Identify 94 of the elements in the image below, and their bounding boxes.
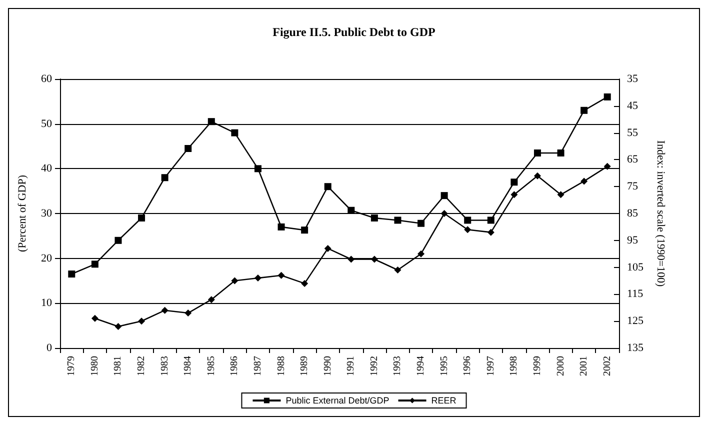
point bbox=[370, 214, 378, 222]
y-tick-label: 40 bbox=[41, 162, 52, 175]
point bbox=[487, 216, 494, 224]
point bbox=[464, 216, 472, 224]
point bbox=[278, 223, 285, 230]
point bbox=[138, 318, 146, 325]
point bbox=[604, 162, 611, 170]
point bbox=[184, 310, 192, 317]
point bbox=[114, 322, 122, 330]
point bbox=[348, 256, 355, 263]
y2-tick-label: 55 bbox=[627, 126, 638, 139]
x-tick-label: 1999 bbox=[532, 356, 543, 376]
y2-tick-label: 35 bbox=[627, 73, 638, 85]
x-tick-label: 2001 bbox=[578, 356, 590, 376]
point bbox=[91, 260, 98, 268]
x-tick-label: 1987 bbox=[252, 356, 264, 376]
y2-axis-title: Index: inverted scale (1990=100) bbox=[654, 140, 666, 288]
point bbox=[394, 216, 402, 224]
x-tick-label: 1983 bbox=[159, 356, 170, 376]
point bbox=[557, 191, 564, 198]
point bbox=[440, 192, 448, 200]
x-tick-label: 1991 bbox=[346, 356, 357, 376]
y-tick-label: 60 bbox=[41, 73, 52, 85]
point bbox=[301, 226, 308, 234]
point bbox=[114, 236, 122, 244]
x-tick-label: 1989 bbox=[299, 356, 310, 376]
x-tick-label: 1980 bbox=[89, 356, 100, 376]
point bbox=[348, 206, 355, 214]
point bbox=[580, 178, 588, 185]
point bbox=[534, 149, 541, 156]
y-tick-label: 0 bbox=[46, 342, 52, 354]
point bbox=[534, 172, 541, 180]
y-tick-label: 50 bbox=[41, 118, 52, 130]
point bbox=[231, 129, 238, 136]
legend-label: REER bbox=[431, 396, 457, 406]
y2-tick-label: 65 bbox=[627, 154, 638, 166]
point bbox=[278, 272, 285, 279]
x-tick-label: 1998 bbox=[508, 356, 520, 376]
y2-tick-label: 135 bbox=[627, 342, 644, 354]
legend-label: Public External Debt/GDP bbox=[286, 396, 390, 406]
point bbox=[510, 191, 518, 198]
x-tick-label: 1992 bbox=[368, 356, 380, 376]
point bbox=[464, 226, 472, 234]
y2-tick-label: 115 bbox=[627, 288, 644, 300]
x-tick-label: 1997 bbox=[485, 356, 496, 376]
x-tick-label: 1995 bbox=[438, 356, 450, 376]
point bbox=[161, 306, 168, 314]
y-tick-label: 30 bbox=[41, 208, 52, 220]
point bbox=[510, 178, 518, 186]
x-tick-label: 1988 bbox=[276, 356, 287, 376]
x-tick-label: 1994 bbox=[416, 356, 427, 376]
point bbox=[254, 165, 262, 172]
point bbox=[394, 266, 402, 274]
point bbox=[184, 144, 192, 152]
point bbox=[324, 183, 332, 190]
point bbox=[324, 244, 332, 252]
x-tick-label: 1981 bbox=[112, 356, 124, 376]
point bbox=[254, 274, 262, 282]
point bbox=[138, 214, 146, 222]
point bbox=[370, 256, 378, 263]
y2-tick-label: 45 bbox=[627, 100, 638, 112]
point bbox=[418, 250, 425, 258]
y-tick-label: 20 bbox=[41, 252, 52, 264]
point bbox=[580, 106, 588, 114]
x-tick-label: 1990 bbox=[322, 356, 334, 376]
point bbox=[301, 280, 308, 287]
point bbox=[208, 118, 215, 126]
x-tick-label: 1979 bbox=[66, 356, 78, 376]
chart-title: Figure II.5. Public Debt to GDP bbox=[272, 25, 436, 39]
y-tick-label: 10 bbox=[41, 297, 52, 310]
y-axis-title: (Percent of GDP) bbox=[16, 174, 28, 252]
y2-tick-label: 105 bbox=[627, 261, 644, 274]
x-tick-label: 1986 bbox=[229, 356, 240, 376]
x-tick-label: 1993 bbox=[392, 356, 404, 376]
y2-tick-label: 75 bbox=[627, 180, 638, 193]
x-tick-label: 1984 bbox=[182, 356, 194, 376]
x-tick-label: 1985 bbox=[206, 356, 217, 376]
y2-tick-label: 95 bbox=[627, 234, 638, 246]
x-tick-label: 2002 bbox=[602, 356, 613, 376]
point bbox=[557, 149, 564, 156]
point bbox=[440, 210, 448, 217]
point bbox=[604, 93, 611, 100]
point bbox=[208, 296, 215, 304]
y2-tick-label: 85 bbox=[627, 208, 638, 220]
point bbox=[68, 270, 76, 278]
point bbox=[418, 220, 425, 227]
point bbox=[161, 174, 168, 182]
y2-tick-label: 125 bbox=[627, 315, 644, 328]
point bbox=[487, 228, 494, 236]
point bbox=[231, 277, 238, 284]
x-tick-label: 1982 bbox=[136, 356, 148, 376]
point bbox=[91, 314, 98, 322]
x-tick-label: 1996 bbox=[462, 356, 474, 376]
x-tick-label: 2000 bbox=[555, 356, 566, 376]
